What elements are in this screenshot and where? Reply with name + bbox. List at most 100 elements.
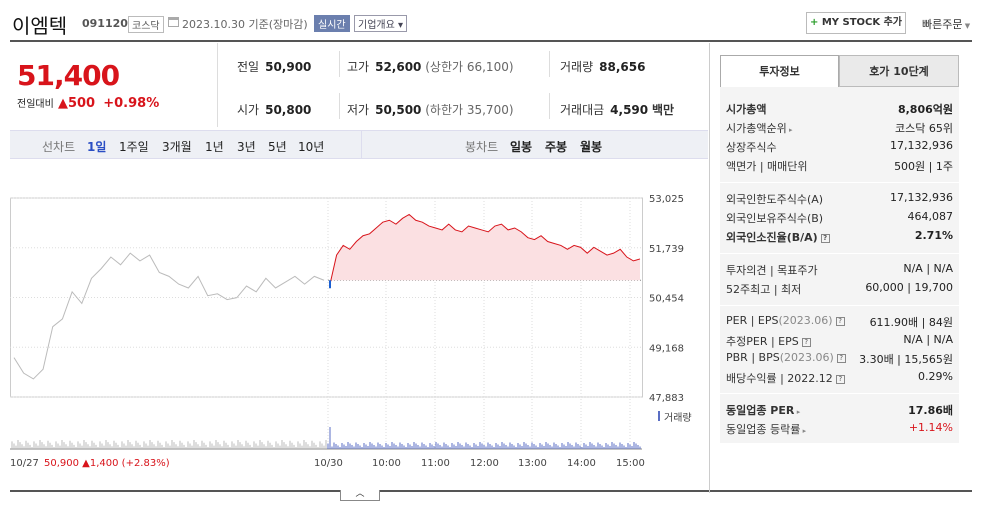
- invest-row-label: 외국인한도주식수(A): [726, 193, 824, 206]
- quick-order-button[interactable]: 빠른주문 ▼: [922, 16, 970, 32]
- collapse-toggle[interactable]: ︿: [340, 490, 380, 501]
- panel-separator: [720, 182, 959, 183]
- period-10y[interactable]: 10년: [298, 140, 325, 154]
- change-percent: +0.98%: [103, 96, 160, 111]
- invest-row-label: 추정PER | EPS?: [726, 333, 811, 349]
- tab-invest-info[interactable]: 투자정보: [720, 55, 839, 87]
- price-stats: 전일 50,900 고가 52,600 (상한가 66,100) 거래량 88,656…: [219, 43, 708, 127]
- invest-row-value: 611.90배 | 84원: [869, 316, 953, 329]
- invest-row-value: N/A | N/A: [903, 262, 953, 275]
- y-tick-label: 50,454: [649, 294, 684, 305]
- invest-row-value: 코스닥 65위: [895, 122, 953, 135]
- help-icon[interactable]: ?: [836, 353, 846, 363]
- panel-separator: [720, 305, 959, 306]
- candle-weekly[interactable]: 주봉: [545, 140, 568, 154]
- x-tick-label: 15:00: [616, 458, 645, 469]
- candle-monthly[interactable]: 월봉: [580, 140, 603, 154]
- stock-header: 이엠텍 091120 코스닥 2023.10.30 기준(장마감) 실시간 기업…: [10, 8, 972, 42]
- panel-divider: [709, 43, 710, 493]
- open-label: 시가: [237, 103, 260, 117]
- prev-close-label: 전일: [237, 60, 260, 74]
- help-icon[interactable]: ?: [835, 374, 845, 384]
- help-icon[interactable]: ?: [801, 337, 811, 347]
- realtime-button[interactable]: 실시간: [314, 15, 350, 32]
- series-line-10-30: [329, 213, 641, 285]
- high-label: 고가: [347, 60, 370, 74]
- period-3m[interactable]: 3개월: [162, 140, 192, 154]
- invest-row-label: 외국인보유주식수(B): [726, 212, 824, 225]
- invest-row-label: 시가총액: [726, 103, 767, 116]
- info-tabs: 투자정보 호가 10단계: [720, 55, 959, 87]
- help-icon[interactable]: ?: [820, 233, 830, 243]
- invest-row-value: 500원 | 1주: [894, 160, 953, 173]
- invest-row-label: 외국인소진율(B/A)?: [726, 229, 830, 245]
- prev-close-value: 50,900: [265, 60, 312, 74]
- chevron-right-icon[interactable]: ▸: [800, 427, 807, 435]
- stock-name: 이엠텍: [12, 14, 68, 38]
- x-tick-label: 13:00: [518, 458, 547, 469]
- invest-row: 동일업종 PER ▸ 17.86배: [726, 400, 953, 418]
- period-5y[interactable]: 5년: [268, 140, 287, 154]
- invest-row-label: 상장주식수: [726, 141, 777, 154]
- invest-row: 투자의견 | 목표주가 N/A | N/A: [726, 260, 953, 278]
- invest-row: 외국인한도주식수(A) 17,132,936: [726, 189, 953, 207]
- invest-row-label: 52주최고 | 최저: [726, 283, 802, 296]
- invest-row-label: 투자의견 | 목표주가: [726, 264, 818, 277]
- tab-orderbook[interactable]: 호가 10단계: [839, 55, 959, 87]
- invest-row-value: 17.86배: [908, 404, 953, 417]
- invest-row-value: 17,132,936: [890, 191, 953, 204]
- company-info-dropdown[interactable]: 기업개요 ▾: [354, 15, 408, 32]
- current-price-box: 51,400 전일대비 ▲500 +0.98%: [10, 43, 218, 127]
- amount-label: 거래대금: [560, 103, 605, 117]
- period-3y[interactable]: 3년: [237, 140, 256, 154]
- panel-separator: [720, 393, 959, 394]
- low-label: 저가: [347, 103, 370, 117]
- plus-icon: +: [809, 17, 819, 28]
- invest-row: 52주최고 | 최저 60,000 | 19,700: [726, 279, 953, 297]
- volume: 거래량 88,656: [560, 58, 645, 75]
- invest-row-value: 464,087: [907, 210, 954, 223]
- line-chart-label: 선차트: [42, 140, 76, 154]
- change-label: 전일대비: [17, 99, 54, 110]
- invest-row-value: 0.29%: [918, 370, 953, 383]
- series-line-10-27: [13, 252, 325, 380]
- help-icon[interactable]: ?: [835, 316, 845, 326]
- invest-row: 배당수익률 | 2022.12? 0.29%: [726, 368, 953, 386]
- invest-row-label: 액면가 | 매매단위: [726, 160, 808, 173]
- period-1d[interactable]: 1일: [87, 140, 107, 154]
- invest-row: 액면가 | 매매단위 500원 | 1주: [726, 156, 953, 174]
- chevron-right-icon[interactable]: ▸: [786, 126, 793, 134]
- calendar-icon: [168, 17, 179, 27]
- y-tick-label: 49,168: [649, 343, 684, 354]
- invest-row-label: PBR | BPS(2023.06)?: [726, 351, 846, 364]
- high-price: 고가 52,600 (상한가 66,100): [347, 58, 514, 75]
- invest-row-label: 배당수익률 | 2022.12?: [726, 370, 845, 386]
- up-arrow-icon: ▲: [57, 96, 68, 111]
- invest-info-panel: 시가총액 8,806억원 시가총액순위 ▸ 코스닥 65위 상장주식수 17,132,93…: [720, 87, 959, 443]
- invest-row-value: +1.14%: [908, 421, 953, 434]
- invest-row: 시가총액순위 ▸ 코스닥 65위: [726, 118, 953, 136]
- high-value: 52,600: [375, 60, 422, 74]
- invest-row-value: 2.71%: [914, 229, 953, 242]
- change-value: 500: [67, 96, 96, 111]
- y-tick-label: 53,025: [649, 194, 684, 205]
- invest-row: 추정PER | EPS? N/A | N/A: [726, 331, 953, 349]
- volume-label: 거래량: [664, 412, 692, 424]
- lower-limit: (하한가 35,700): [425, 103, 514, 117]
- invest-row-value: N/A | N/A: [903, 333, 953, 346]
- x-tick-label: 10:00: [372, 458, 401, 469]
- candle-daily[interactable]: 일봉: [510, 140, 533, 154]
- add-mystock-button[interactable]: + MY STOCK 추가: [806, 12, 906, 34]
- add-mystock-label: MY STOCK 추가: [821, 17, 903, 28]
- invest-row-period: (2023.06): [779, 351, 834, 364]
- invest-row-value: 60,000 | 19,700: [865, 281, 953, 294]
- invest-row-value: 8,806억원: [897, 103, 953, 116]
- open-value: 50,800: [265, 103, 312, 117]
- volume-legend-icon: [658, 411, 660, 421]
- chevron-right-icon[interactable]: ▸: [794, 408, 801, 416]
- current-price: 51,400: [17, 59, 120, 92]
- candle-chart-label: 봉차트: [465, 140, 499, 154]
- price-chart[interactable]: 53,025 51,739 50,454 49,168 47,883 거래량 10/27 50…: [10, 160, 708, 495]
- period-1y[interactable]: 1년: [205, 140, 224, 154]
- period-1w[interactable]: 1주일: [119, 140, 149, 154]
